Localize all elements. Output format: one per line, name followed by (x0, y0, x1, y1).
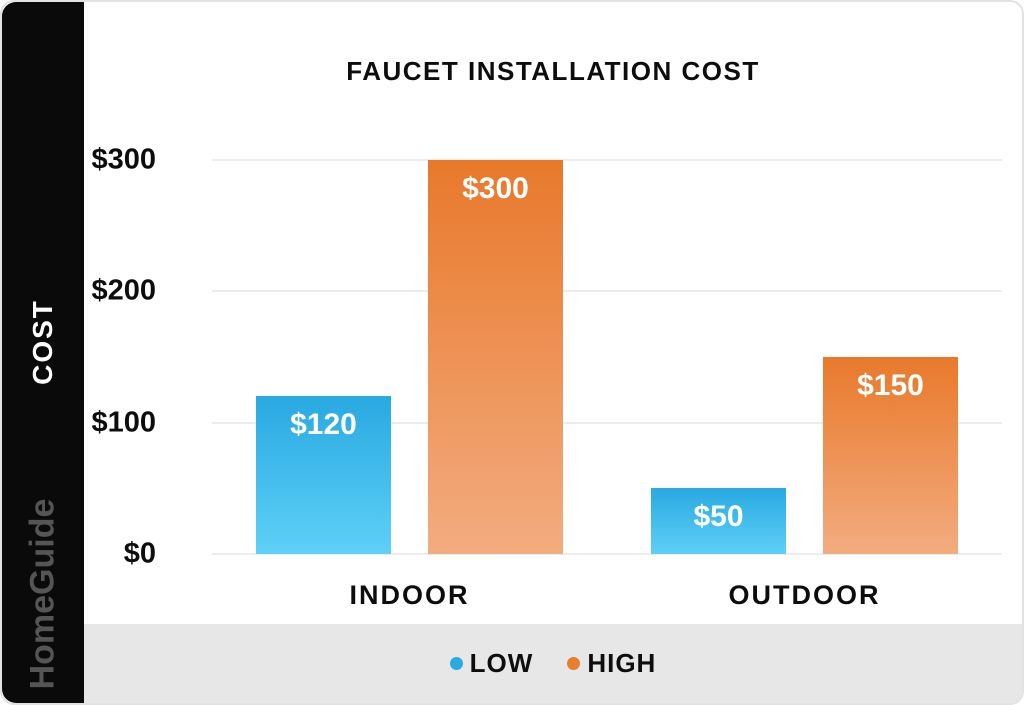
x-axis-label-outdoor: OUTDOOR (728, 580, 881, 610)
chart-title: FAUCET INSTALLATION COST (346, 56, 760, 86)
gridline (212, 421, 1002, 424)
legend-item-high: HIGH (567, 648, 656, 679)
bar-low-indoor: $120 (256, 396, 391, 554)
bar-high-indoor: $300 (428, 160, 563, 554)
y-axis-tick-label: $200 (91, 274, 156, 307)
gridline (212, 290, 1002, 293)
bar-value-label: $300 (462, 172, 529, 205)
legend-dot-high (567, 657, 581, 670)
gridline (212, 159, 1002, 161)
y-axis-tick-label: $100 (91, 406, 156, 439)
legend-dot-low (449, 657, 463, 670)
bar-high-outdoor: $150 (823, 357, 958, 554)
y-axis-tick-label: $300 (91, 143, 156, 176)
bar-value-label: $120 (290, 408, 357, 442)
sidebar: COST HomeGuide (2, 2, 84, 703)
legend-label: HIGH (587, 648, 657, 678)
legend-label: LOW (469, 648, 534, 678)
chart-legend: LOW HIGH (84, 624, 1022, 703)
plot-area: $300 $200 $100 $0 $120 $50 $300 $150 (91, 144, 1002, 570)
bar-value-label: $50 (693, 500, 744, 534)
y-axis-title: COST (27, 299, 58, 385)
x-axis-label-indoor: INDOOR (349, 580, 470, 610)
bar-value-label: $150 (857, 369, 924, 402)
y-axis-tick-label: $0 (123, 537, 156, 570)
gridline (212, 553, 1002, 555)
brand-logo: HomeGuide (23, 498, 62, 690)
legend-item-low: LOW (449, 648, 534, 679)
bar-low-outdoor: $50 (651, 488, 786, 554)
